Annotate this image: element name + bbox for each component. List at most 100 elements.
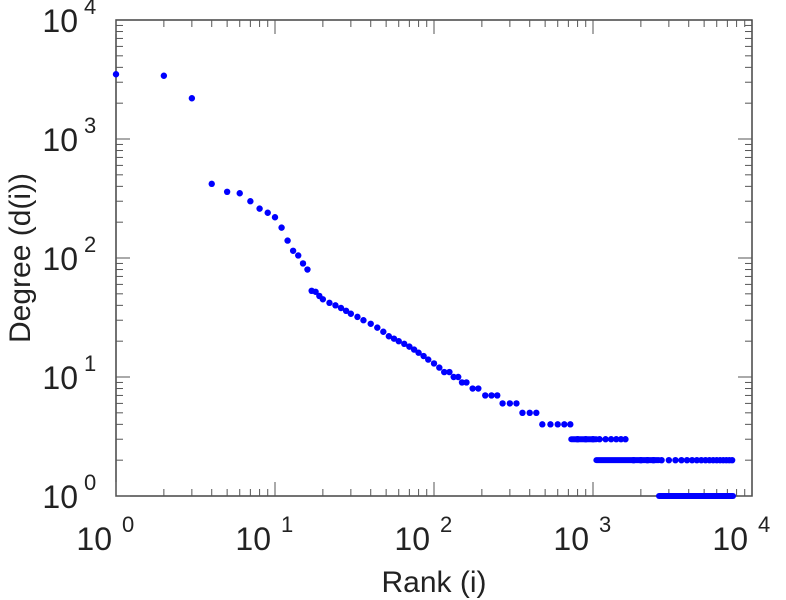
data-point [463,379,470,386]
data-point [284,237,291,244]
data-point [446,368,453,376]
data-point [188,95,196,102]
data-point [304,266,311,273]
x-tick-label: 10 [712,521,748,557]
data-point [332,302,339,309]
data-point [299,260,307,267]
data-point [547,421,554,428]
data-point [494,392,501,399]
data-point [561,421,568,428]
data-point [450,373,457,381]
x-tick-label: 10 [235,521,271,557]
x-tick-exponent: 2 [440,512,452,537]
data-point [319,296,327,303]
data-point [475,385,482,392]
x-tick-exponent: 3 [599,512,611,537]
data-point [289,247,297,254]
y-tick-exponent: 1 [84,351,96,376]
data-point [526,409,533,417]
data-point [385,333,393,340]
x-axis-label: Rank (i) [381,566,486,599]
data-point [420,352,427,360]
data-point [513,400,520,407]
y-tick-label: 10 [42,3,78,39]
data-point [488,392,495,399]
data-point [395,337,402,345]
data-point [347,310,355,317]
data-point [401,340,408,348]
data-point [688,456,696,464]
data-point [567,421,574,428]
data-point [160,72,168,79]
data-point [223,188,231,195]
data-point [256,205,263,212]
y-tick-label: 10 [42,122,78,158]
y-tick-label: 10 [42,479,78,515]
data-point [247,198,254,205]
data-point [469,385,476,392]
data-point [602,436,609,443]
data-point [436,364,443,371]
data-point [458,379,466,386]
data-point [499,400,506,407]
y-tick-exponent: 3 [84,113,96,138]
data-point [430,360,438,367]
data-point [208,180,215,188]
y-tick-exponent: 4 [84,0,96,19]
data-point [607,436,615,443]
data-point [693,456,701,464]
data-point [264,209,271,216]
x-tick-label: 10 [553,521,589,557]
data-point [312,288,319,295]
data-point [390,335,398,342]
data-point [360,317,367,324]
data-point [665,456,673,464]
x-tick-exponent: 1 [281,512,293,537]
data-point [425,356,432,363]
y-tick-exponent: 2 [84,232,96,257]
data-point [380,328,387,335]
y-tick-label: 10 [42,360,78,396]
data-point [506,400,514,407]
x-tick-exponent: 0 [122,512,134,537]
data-point [683,456,691,464]
tick-marks [115,20,752,497]
data-point [337,304,345,312]
data-point [728,456,736,464]
data-point [410,346,418,353]
data-point [367,320,374,327]
data-points [112,71,737,499]
x-tick-label: 10 [394,521,430,557]
data-point [622,436,629,443]
data-point [236,190,243,197]
data-point [482,392,489,399]
data-point [533,409,540,417]
data-point [354,313,361,321]
data-point [406,343,413,350]
data-point [678,456,685,464]
data-point [519,409,526,417]
data-point [415,349,422,356]
tick-labels: 10 0 10 1 10 2 10 3 10 410 010 110 210 310 4 [42,0,770,557]
data-point [455,373,462,381]
x-tick-label: 10 [76,521,112,557]
data-point [112,71,120,78]
data-point [278,224,285,231]
data-point [326,299,333,307]
y-tick-exponent: 0 [84,470,96,495]
y-tick-label: 10 [42,241,78,277]
data-point [617,436,625,443]
x-tick-exponent: 4 [758,512,770,537]
y-axis-label: Degree (d(i)) [4,173,37,343]
data-point [613,436,620,443]
data-point [342,307,350,314]
data-point [374,324,381,331]
data-point [271,214,279,221]
data-point [539,421,546,428]
data-point [441,368,448,376]
data-point [295,252,302,259]
plot-area [115,19,753,497]
data-point [672,456,679,464]
data-point [554,421,561,428]
